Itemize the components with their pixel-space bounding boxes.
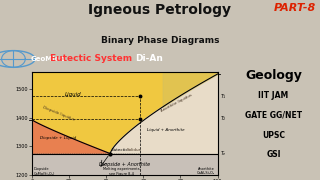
- Text: Anorthite liquidus: Anorthite liquidus: [160, 93, 193, 113]
- Polygon shape: [32, 72, 218, 154]
- Text: Diopside + Anorthite: Diopside + Anorthite: [99, 162, 150, 167]
- Text: UPSC: UPSC: [262, 130, 285, 140]
- Text: Igneous Petrology: Igneous Petrology: [89, 3, 231, 17]
- Text: Diopside liquidus: Diopside liquidus: [42, 105, 74, 122]
- Text: IIT JAM: IIT JAM: [259, 91, 289, 100]
- Text: Eutectic System: Eutectic System: [50, 54, 135, 64]
- Text: GeoMind: GeoMind: [30, 56, 65, 62]
- Text: Diopside + Liquid: Diopside + Liquid: [40, 136, 76, 140]
- Polygon shape: [32, 120, 110, 154]
- Text: Liquid + Anorthite: Liquid + Anorthite: [147, 128, 184, 132]
- Text: Melting experiments,
see Figure 8-4: Melting experiments, see Figure 8-4: [103, 167, 140, 176]
- Polygon shape: [32, 154, 218, 175]
- Text: GSI: GSI: [266, 150, 281, 159]
- Text: Geology: Geology: [245, 69, 302, 82]
- Text: Di-An: Di-An: [135, 54, 163, 64]
- Text: PART-8: PART-8: [274, 3, 316, 13]
- Text: Anorthite
CaAl₂Si₂O₈: Anorthite CaAl₂Si₂O₈: [196, 167, 214, 176]
- Text: Diopside
CaMg(Si₂O₆): Diopside CaMg(Si₂O₆): [34, 167, 55, 176]
- Text: Liquid: Liquid: [65, 92, 81, 97]
- Text: $T_1$: $T_1$: [220, 92, 227, 101]
- Text: GATE GG/NET: GATE GG/NET: [245, 111, 302, 120]
- Text: $T_2$: $T_2$: [220, 115, 227, 123]
- Text: Solidus: Solidus: [127, 148, 141, 152]
- Text: Eutectic: Eutectic: [112, 148, 128, 152]
- Text: Binary Phase Diagrams: Binary Phase Diagrams: [101, 36, 219, 45]
- Text: $T_e$: $T_e$: [220, 149, 227, 158]
- Polygon shape: [110, 74, 218, 154]
